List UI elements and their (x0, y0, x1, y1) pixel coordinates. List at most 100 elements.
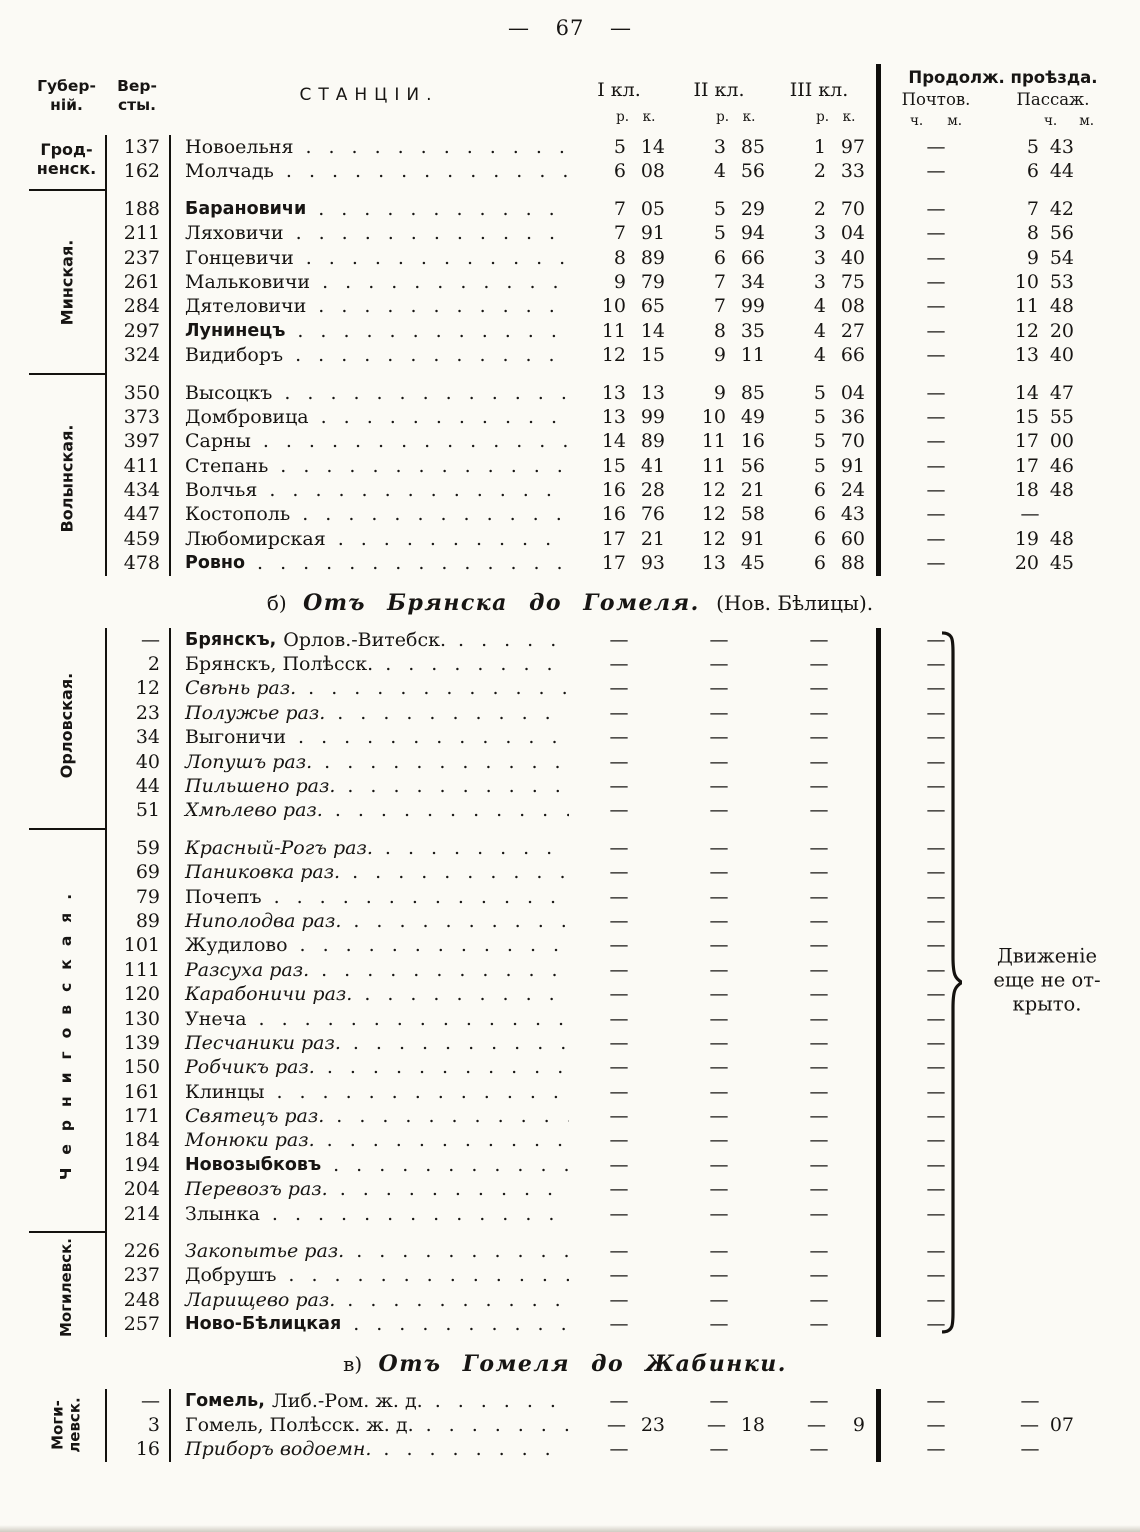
table-row: 150 Робчикъ раз. — — — — (28, 1055, 1120, 1079)
station-name: Святецъ раз. (185, 1105, 325, 1128)
station-cell: Волчья (169, 478, 569, 502)
fare-2class-rubles: 11 (701, 430, 726, 453)
passenger-hours: 12 (1014, 319, 1039, 342)
fare-2class-rubles: 11 (701, 454, 726, 477)
fare-3class-rubles: 6 (813, 479, 826, 502)
station-name: Робчикъ раз. (185, 1056, 315, 1079)
fare-2class-rubles: 12 (701, 527, 726, 550)
fare-1class-dash: — (609, 1438, 629, 1461)
station-name: Перевозъ раз. (185, 1178, 328, 1201)
fare-1class-kopecks: 21 (640, 527, 665, 550)
fare-2class-dash: — (709, 1438, 729, 1461)
fare-1class-dash: — (609, 1288, 629, 1311)
fare-3class-dash: — (809, 1438, 829, 1461)
postal-duration-cell: — (926, 222, 946, 245)
versts-cell: 184 (123, 1129, 160, 1152)
column-rule (169, 1388, 171, 1462)
dot-leader (294, 246, 569, 270)
versts-cell: 44 (135, 774, 160, 797)
table-row: 204 Перевозъ раз. — — — — (28, 1177, 1120, 1201)
dot-leader (306, 294, 569, 318)
fare-3class-dash: — (809, 677, 829, 700)
fare-3class-kopecks: 91 (840, 454, 865, 477)
fare-1class-kopecks: 28 (640, 479, 665, 502)
page-number: — 67 — (507, 16, 633, 40)
fare-1class-dash: — (609, 934, 629, 957)
dot-leader (293, 135, 569, 159)
table-row: 261 Мальковичи 9 79 7 34 3 75 — 10 53 (28, 270, 1120, 294)
versts-cell: 434 (123, 479, 160, 502)
province-label: Могилевск. (28, 1238, 105, 1337)
fare-3class-rubles: 2 (813, 160, 826, 183)
fare-3class-kopecks: 70 (840, 430, 865, 453)
station-name: Злынка (185, 1202, 260, 1225)
postal-duration-cell: — (926, 774, 946, 797)
dot-leader (414, 1413, 569, 1437)
table-row: 478 Ровно 17 93 13 45 6 88 — 20 45 (28, 551, 1120, 575)
fare-3class-dash: — (809, 1105, 829, 1128)
fare-3class-rubles: 5 (813, 381, 826, 404)
postal-duration-cell: — (926, 1129, 946, 1152)
passenger-minutes: 07 (1049, 1413, 1074, 1436)
fare-2class-dash: — (709, 836, 729, 859)
table-row: 184 Монюки раз. — — — — (28, 1128, 1120, 1152)
header-province: Губер- ній. (37, 77, 96, 114)
passenger-minutes: 48 (1049, 527, 1074, 550)
versts-cell: 284 (123, 295, 160, 318)
station-cell: Дятеловичи (169, 294, 569, 318)
fare-2class-dash: — (709, 1056, 729, 1079)
fare-2class-dash: — (709, 1264, 729, 1287)
dot-leader (341, 1312, 569, 1336)
versts-cell: 137 (123, 136, 160, 158)
postal-duration-cell: — (926, 701, 946, 724)
fare-2class-dash: — (709, 1313, 729, 1336)
station-cell: Ниполодва раз. (169, 909, 569, 933)
postal-duration-cell: — (926, 552, 946, 575)
station-name: Высоцкъ (185, 381, 273, 404)
fare-2class-dash: — (709, 1080, 729, 1103)
dot-leader (335, 774, 569, 798)
versts-cell: 411 (123, 454, 160, 477)
fare-3class-kopecks: 04 (840, 222, 865, 245)
fare-1class-rubles: — (607, 1413, 626, 1436)
fare-1class-dash: — (609, 1178, 629, 1201)
fare-3class-rubles: — (807, 1413, 826, 1436)
fare-3class-rubles: 5 (813, 405, 826, 428)
passenger-hours: 11 (1014, 295, 1039, 318)
fare-1class-dash: — (609, 983, 629, 1006)
versts-cell: 324 (123, 344, 160, 367)
fare-2class-dash: — (709, 861, 729, 884)
table-row: 397 Сарны 14 89 11 16 5 70 — 17 00 (28, 429, 1120, 453)
fare-1class-rubles: 8 (613, 246, 626, 269)
province-name: Волынская. (57, 424, 77, 533)
station-name: Ляховичи (185, 222, 284, 245)
table-row: 3 Гомель, Полѣсск. ж. д. — 23 — 18 — 9 — — 07 (28, 1413, 1120, 1437)
header-class-3: III кл. р. к. (769, 64, 869, 130)
passenger-hours: 17 (1014, 430, 1039, 453)
section-b-title: б) Отъ Брянска до Гомеля. (Нов. Бѣлицы). (266, 589, 874, 616)
versts-cell: 150 (123, 1056, 160, 1079)
station-cell: Лунинецъ (169, 319, 569, 343)
passenger-minutes: 20 (1049, 319, 1074, 342)
fare-1class-rubles: 11 (601, 319, 626, 342)
fare-1class-rubles: 9 (613, 270, 626, 293)
fare-1class-rubles: 7 (613, 197, 626, 220)
passenger-duration-cell (986, 1239, 1074, 1263)
dot-leader (423, 1389, 569, 1413)
postal-duration-cell: — (926, 1313, 946, 1336)
province-label: Орловская. (28, 628, 105, 823)
postal-duration-cell: — (926, 750, 946, 773)
passenger-minutes: 45 (1049, 552, 1074, 575)
fare-1class-dash: — (609, 1240, 629, 1263)
header-rub-kop: р. к. (816, 109, 856, 125)
fare-3class-dash: — (809, 799, 829, 822)
fare-3class-dash: — (809, 1080, 829, 1103)
fare-2class-dash: — (709, 750, 729, 773)
dot-leader (352, 982, 569, 1006)
passenger-hours: 17 (1014, 454, 1039, 477)
versts-cell: 59 (135, 836, 160, 859)
fare-1class-kopecks: 08 (640, 160, 665, 183)
fare-1class-rubles: 17 (601, 552, 626, 575)
province-label: Грод-ненск. (28, 135, 105, 184)
